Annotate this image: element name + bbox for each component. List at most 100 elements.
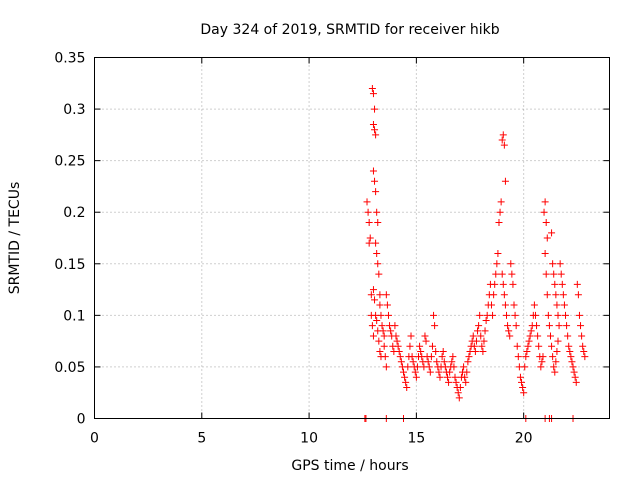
data-point	[499, 131, 507, 139]
data-point	[433, 358, 441, 366]
data-point	[542, 270, 550, 278]
data-point	[482, 317, 490, 325]
data-point	[373, 317, 381, 325]
data-point	[400, 368, 407, 376]
data-point	[421, 332, 429, 340]
y-tick-label: 0.15	[54, 257, 85, 273]
data-point	[383, 301, 391, 309]
data-point	[452, 378, 460, 386]
data-point	[524, 342, 532, 350]
data-point	[374, 219, 382, 227]
y-tick-label: 0.25	[54, 154, 85, 170]
data-point	[562, 311, 570, 319]
data-point	[519, 384, 527, 392]
data-point	[548, 229, 556, 237]
data-point	[376, 301, 384, 309]
data-point	[552, 291, 560, 299]
data-point	[449, 353, 457, 361]
data-point	[440, 358, 448, 366]
data-point	[508, 270, 516, 278]
plot-frame	[94, 57, 610, 419]
data-point	[540, 208, 548, 216]
data-point	[507, 260, 515, 268]
data-point	[382, 291, 390, 299]
data-point	[413, 363, 421, 371]
data-point	[425, 363, 433, 371]
data-point	[371, 296, 379, 304]
data-point	[518, 378, 526, 386]
data-point	[568, 358, 576, 366]
data-point	[436, 373, 444, 381]
data-point	[409, 358, 417, 366]
data-point	[445, 378, 453, 386]
data-point	[487, 301, 495, 309]
data-point	[376, 291, 384, 299]
data-point	[471, 347, 479, 355]
data-point	[489, 311, 497, 319]
data-point	[554, 337, 562, 345]
y-tick-label: 0.3	[63, 102, 85, 118]
data-point	[374, 327, 382, 335]
x-axis-label: GPS time / hours	[291, 458, 408, 474]
data-point	[520, 389, 528, 397]
data-point	[575, 311, 583, 319]
data-point	[525, 337, 533, 345]
data-point	[377, 353, 385, 361]
data-point	[404, 363, 412, 371]
data-point	[548, 342, 556, 350]
data-point	[375, 337, 383, 345]
data-point	[392, 332, 400, 340]
data-point	[372, 311, 380, 319]
data-point	[501, 177, 509, 185]
data-point	[435, 368, 443, 376]
data-point	[555, 322, 563, 330]
data-point	[511, 311, 519, 319]
data-point	[431, 322, 439, 330]
data-point	[533, 322, 541, 330]
data-point	[450, 363, 458, 371]
data-point	[535, 342, 543, 350]
data-point	[572, 378, 580, 386]
data-point	[406, 342, 414, 350]
data-point	[371, 105, 379, 113]
data-point	[364, 208, 372, 216]
data-point	[456, 384, 464, 392]
data-point	[490, 291, 498, 299]
data-point	[550, 270, 558, 278]
x-tick-label: 10	[300, 431, 318, 447]
data-point	[545, 322, 553, 330]
data-point	[551, 280, 559, 288]
y-axis-label: SRMTID / TECUs	[7, 182, 23, 295]
data-point	[542, 219, 550, 227]
data-point	[417, 347, 425, 355]
data-point	[427, 353, 435, 361]
data-point	[372, 188, 380, 196]
data-point	[369, 332, 377, 340]
data-point	[549, 353, 557, 361]
data-point	[401, 373, 409, 381]
x-tick-label: 20	[515, 431, 533, 447]
data-point	[546, 332, 554, 340]
data-point	[550, 363, 558, 371]
data-point	[402, 378, 410, 386]
data-point	[369, 286, 377, 294]
data-point	[396, 353, 404, 361]
data-point	[564, 332, 572, 340]
data-point	[531, 311, 539, 319]
data-point	[472, 337, 480, 345]
data-point	[424, 358, 432, 366]
data-point	[553, 301, 561, 309]
data-point	[496, 208, 504, 216]
data-point	[371, 177, 379, 185]
data-point	[373, 249, 381, 257]
data-point	[554, 311, 562, 319]
data-point	[461, 373, 469, 381]
data-point	[516, 373, 524, 381]
data-point	[541, 249, 549, 257]
data-point	[462, 378, 470, 386]
data-point	[365, 239, 373, 247]
data-point	[422, 337, 430, 345]
data-point	[469, 332, 477, 340]
data-point	[446, 368, 454, 376]
data-point	[560, 301, 568, 309]
